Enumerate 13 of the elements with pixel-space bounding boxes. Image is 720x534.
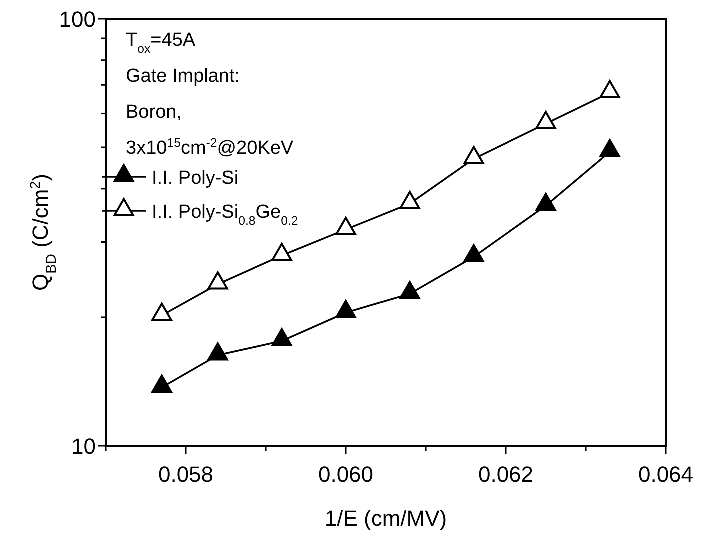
x-axis-title: 1/E (cm/MV): [324, 506, 448, 531]
x-tick-label: 0.062: [478, 462, 534, 487]
legend-label: I.I. Poly-Si$_{0.8}$Ge$_{0.2}$: [152, 202, 298, 228]
y-tick-label: 10: [72, 434, 96, 459]
annotation: 3x10$^{15}$cm$^{-2}$@20KeV: [126, 136, 294, 159]
x-tick-label: 0.060: [318, 462, 374, 487]
annotation: Gate Implant:: [126, 66, 240, 87]
annotation: T$_{ox}$=45A: [126, 30, 196, 56]
x-tick-label: 0.058: [158, 462, 214, 487]
legend-label: I.I. Poly-Si: [152, 168, 239, 189]
y-tick-label: 100: [59, 7, 96, 32]
x-tick-label: 0.064: [638, 462, 694, 487]
annotation: Boron,: [126, 102, 182, 123]
